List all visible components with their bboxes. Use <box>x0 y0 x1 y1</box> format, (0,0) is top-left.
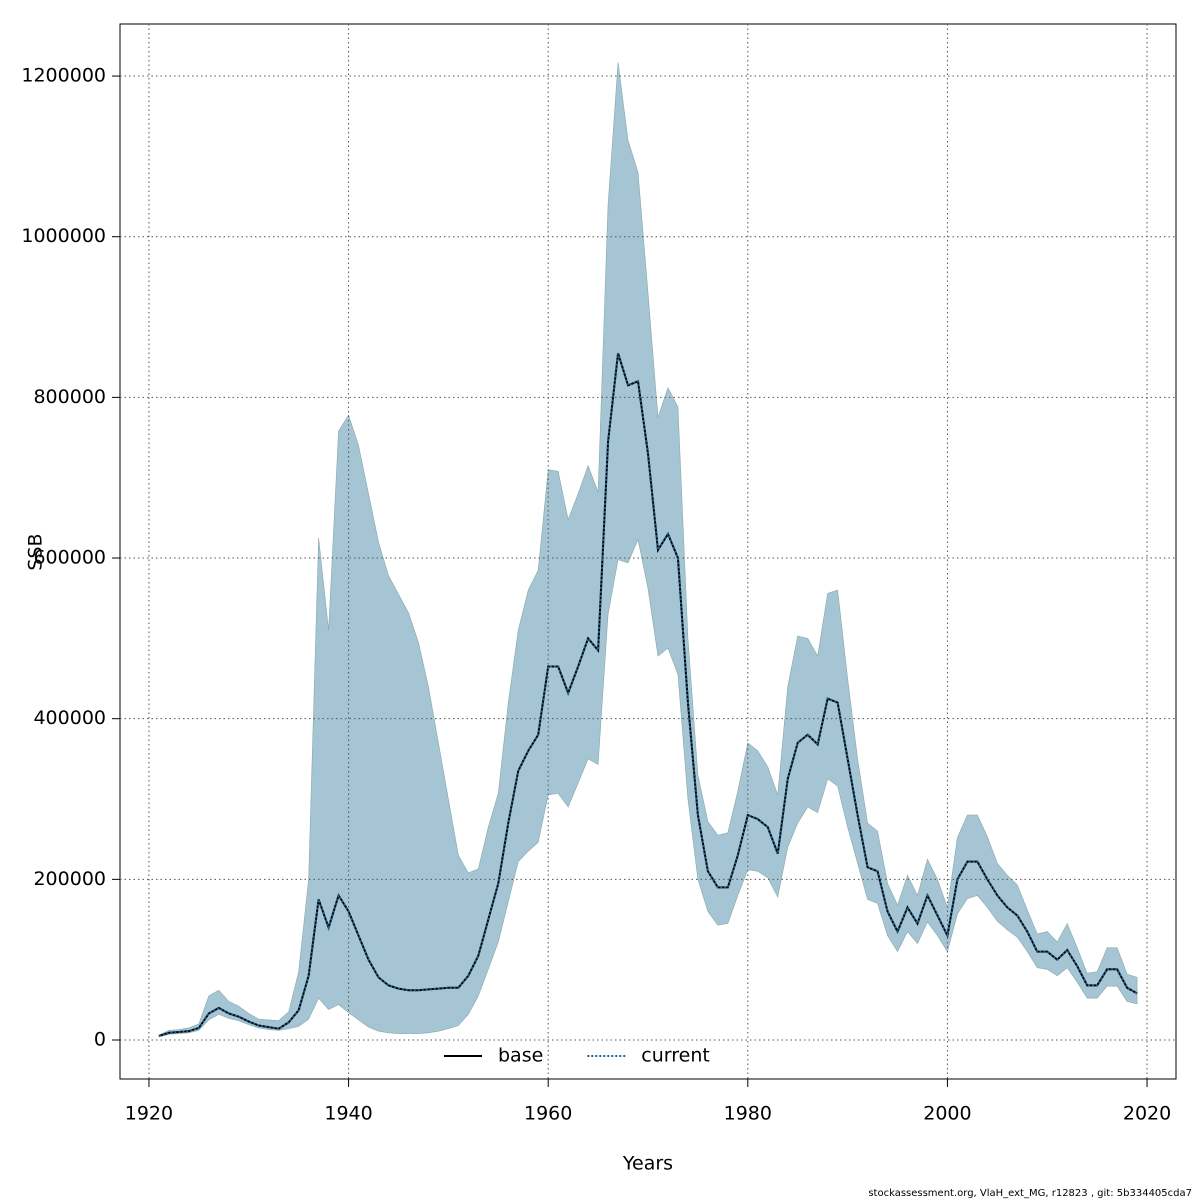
legend-label: base <box>498 1045 543 1067</box>
confidence-band <box>158 62 1138 1038</box>
plot-frame <box>119 23 1177 1080</box>
x-tick-label: 2000 <box>923 1103 971 1125</box>
x-tick-label: 1920 <box>125 1103 173 1125</box>
y-tick-label: 600000 <box>33 547 106 569</box>
legend-label: current <box>641 1045 710 1067</box>
x-tick-label: 2020 <box>1123 1103 1171 1125</box>
series-line <box>158 352 1138 1037</box>
y-tick-label: 0 <box>94 1029 106 1051</box>
y-tick-label: 400000 <box>33 707 106 729</box>
y-tick-label: 800000 <box>33 386 106 408</box>
x-tick-label: 1940 <box>324 1103 372 1125</box>
y-tick-label: 1000000 <box>21 225 106 247</box>
x-axis-label: Years <box>622 1153 673 1175</box>
y-tick-label: 1200000 <box>21 65 106 87</box>
x-tick-label: 1960 <box>524 1103 572 1125</box>
y-axis-label: SSB <box>25 533 47 570</box>
y-tick-label: 200000 <box>33 868 106 890</box>
x-tick-label: 1980 <box>724 1103 772 1125</box>
footer: stockassessment.org, VlaH_ext_MG, r12823… <box>868 1188 1192 1199</box>
